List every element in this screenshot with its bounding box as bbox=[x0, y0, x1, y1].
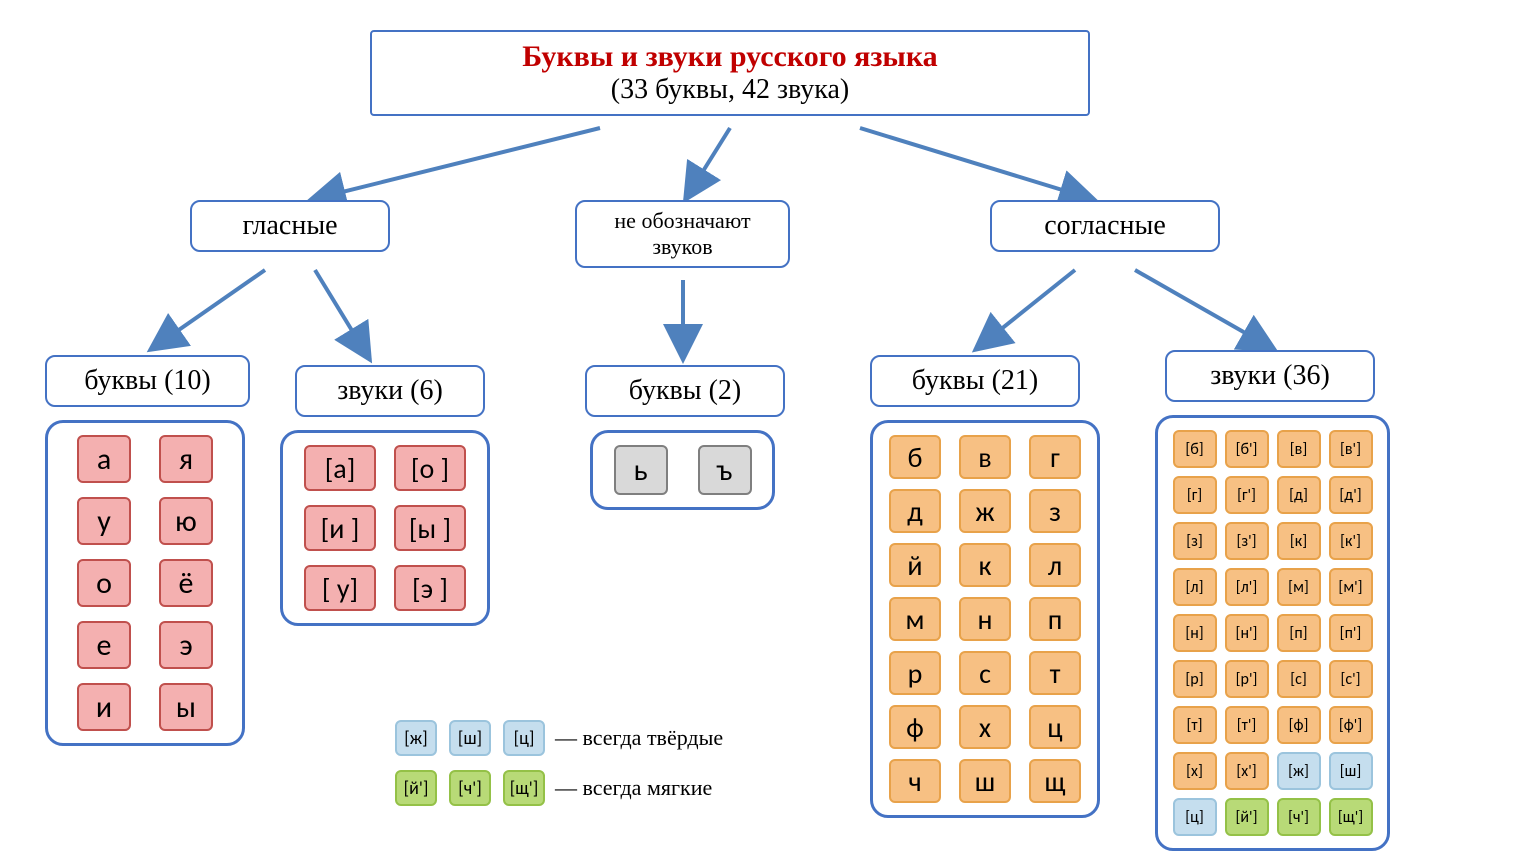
cell: [т] bbox=[1173, 706, 1217, 744]
cell: ю bbox=[159, 497, 213, 545]
cell: [и ] bbox=[304, 505, 376, 551]
cell: й bbox=[889, 543, 941, 587]
panel-consonant-letters: бвг джз йкл мнп рст фхц чшщ bbox=[870, 420, 1100, 818]
cell: м bbox=[889, 597, 941, 641]
cell: [к] bbox=[1277, 522, 1321, 560]
cell: [э ] bbox=[394, 565, 466, 611]
panel-vowel-sounds: [а] [о ] [и ] [ы ] [ у] [э ] bbox=[280, 430, 490, 626]
cell: [л] bbox=[1173, 568, 1217, 606]
cell: [а] bbox=[304, 445, 376, 491]
branch-consonants: согласные bbox=[990, 200, 1220, 252]
cell: у bbox=[77, 497, 131, 545]
cell: е bbox=[77, 621, 131, 669]
panel-nosound: ьъ bbox=[590, 430, 775, 510]
cell: р bbox=[889, 651, 941, 695]
root-title: Буквы и звуки русского языка bbox=[522, 40, 937, 74]
cell: [ у] bbox=[304, 565, 376, 611]
cell: [ф'] bbox=[1329, 706, 1373, 744]
cell: [р] bbox=[1173, 660, 1217, 698]
cell: [г] bbox=[1173, 476, 1217, 514]
cell: [н'] bbox=[1225, 614, 1269, 652]
cell: ш bbox=[959, 759, 1011, 803]
cell: [д'] bbox=[1329, 476, 1373, 514]
cell: ь bbox=[614, 445, 668, 495]
header-nosound-letters: буквы (2) bbox=[585, 365, 785, 417]
cell: [г'] bbox=[1225, 476, 1269, 514]
branch-vowels: гласные bbox=[190, 200, 390, 252]
root-subtitle: (33 буквы, 42 звука) bbox=[611, 74, 849, 106]
cell: [ч'] bbox=[1277, 798, 1321, 836]
cell: [с'] bbox=[1329, 660, 1373, 698]
cell: [з'] bbox=[1225, 522, 1269, 560]
cell: [ш] bbox=[449, 720, 491, 756]
cell: [х] bbox=[1173, 752, 1217, 790]
cell: э bbox=[159, 621, 213, 669]
header-consonant-letters: буквы (21) bbox=[870, 355, 1080, 407]
cell: [м] bbox=[1277, 568, 1321, 606]
header-consonant-sounds: звуки (36) bbox=[1165, 350, 1375, 402]
cell: [ш] bbox=[1329, 752, 1373, 790]
cell: [ы ] bbox=[394, 505, 466, 551]
cell: д bbox=[889, 489, 941, 533]
cell: [в] bbox=[1277, 430, 1321, 468]
cell: и bbox=[77, 683, 131, 731]
cell: ц bbox=[1029, 705, 1081, 749]
root-box: Буквы и звуки русского языка (33 буквы, … bbox=[370, 30, 1090, 116]
cell: [щ'] bbox=[503, 770, 545, 806]
cell: щ bbox=[1029, 759, 1081, 803]
cell: [т'] bbox=[1225, 706, 1269, 744]
header-vowel-sounds: звуки (6) bbox=[295, 365, 485, 417]
cell: л bbox=[1029, 543, 1081, 587]
cell: [ж] bbox=[1277, 752, 1321, 790]
cell: [б] bbox=[1173, 430, 1217, 468]
cell: о bbox=[77, 559, 131, 607]
cell: в bbox=[959, 435, 1011, 479]
cell: н bbox=[959, 597, 1011, 641]
cell: я bbox=[159, 435, 213, 483]
cell: [ц] bbox=[503, 720, 545, 756]
cell: ё bbox=[159, 559, 213, 607]
legend-hard: [ж][ш][ц] — всегда твёрдые bbox=[395, 720, 723, 756]
cell: к bbox=[959, 543, 1011, 587]
cell: [к'] bbox=[1329, 522, 1373, 560]
cell: [з] bbox=[1173, 522, 1217, 560]
cell: [б'] bbox=[1225, 430, 1269, 468]
cell: г bbox=[1029, 435, 1081, 479]
cell: ф bbox=[889, 705, 941, 749]
cell: [р'] bbox=[1225, 660, 1269, 698]
cell: [п] bbox=[1277, 614, 1321, 652]
cell: [д] bbox=[1277, 476, 1321, 514]
cell: [х'] bbox=[1225, 752, 1269, 790]
cell: б bbox=[889, 435, 941, 479]
cell: [й'] bbox=[1225, 798, 1269, 836]
legend-soft: [й'][ч'][щ'] — всегда мягкие bbox=[395, 770, 712, 806]
cell: [в'] bbox=[1329, 430, 1373, 468]
cell: ы bbox=[159, 683, 213, 731]
cell: х bbox=[959, 705, 1011, 749]
cell: [й'] bbox=[395, 770, 437, 806]
panel-vowel-letters: аяуюоёеэиы bbox=[45, 420, 245, 746]
cell: [о ] bbox=[394, 445, 466, 491]
cell: з bbox=[1029, 489, 1081, 533]
cell: а bbox=[77, 435, 131, 483]
panel-consonant-sounds: [б][б'][в][в'] [г][г'][д][д'] [з][з'][к][к… bbox=[1155, 415, 1390, 851]
cell: [щ'] bbox=[1329, 798, 1373, 836]
cell: ч bbox=[889, 759, 941, 803]
header-vowel-letters: буквы (10) bbox=[45, 355, 250, 407]
cell: с bbox=[959, 651, 1011, 695]
cell: т bbox=[1029, 651, 1081, 695]
cell: [ф] bbox=[1277, 706, 1321, 744]
cell: [п'] bbox=[1329, 614, 1373, 652]
cell: п bbox=[1029, 597, 1081, 641]
cell: [н] bbox=[1173, 614, 1217, 652]
cell: ъ bbox=[698, 445, 752, 495]
cell: [м'] bbox=[1329, 568, 1373, 606]
branch-nosound: не обозначают звуков bbox=[575, 200, 790, 268]
cell: [ж] bbox=[395, 720, 437, 756]
cell: [ц] bbox=[1173, 798, 1217, 836]
cell: [л'] bbox=[1225, 568, 1269, 606]
cell: [с] bbox=[1277, 660, 1321, 698]
cell: ж bbox=[959, 489, 1011, 533]
cell: [ч'] bbox=[449, 770, 491, 806]
